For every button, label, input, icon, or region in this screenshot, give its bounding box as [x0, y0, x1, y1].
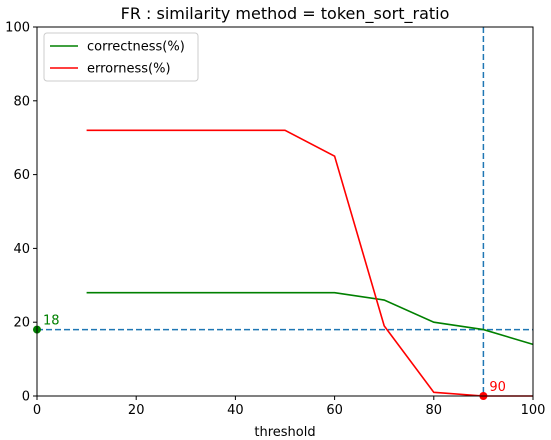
x-tick-label: 80	[426, 403, 443, 418]
y-tick-label: 40	[13, 242, 30, 257]
annotation-label: 18	[43, 314, 60, 329]
series-group	[86, 129, 534, 397]
x-tick-label: 20	[128, 403, 145, 418]
reference-lines	[37, 27, 533, 396]
legend: correctness(%) errorness(%)	[43, 32, 199, 82]
x-tick-label: 40	[227, 403, 244, 418]
y-axis-ticks: 0 20 40 60 80 100	[5, 21, 37, 405]
annotation-label: 90	[489, 380, 506, 395]
y-tick-label: 80	[13, 94, 30, 109]
y-tick-label: 100	[5, 21, 30, 36]
plot-frame	[36, 26, 534, 397]
series-line-0	[86, 291, 534, 346]
x-tick-label: 60	[326, 403, 343, 418]
x-axis-title: threshold	[254, 425, 315, 440]
y-tick-label: 0	[22, 390, 30, 405]
legend-box	[43, 32, 199, 82]
series-line-1	[86, 129, 533, 397]
y-tick-label: 20	[13, 316, 30, 331]
legend-label: errorness(%)	[87, 62, 171, 77]
x-tick-label: 100	[521, 403, 546, 418]
legend-label: correctness(%)	[87, 40, 185, 55]
y-tick-label: 60	[13, 168, 30, 183]
x-axis-ticks: 0 20 40 60 80 100	[33, 396, 546, 418]
x-tick-label: 0	[33, 403, 41, 418]
chart-title: FR : similarity method = token_sort_rati…	[121, 4, 450, 24]
